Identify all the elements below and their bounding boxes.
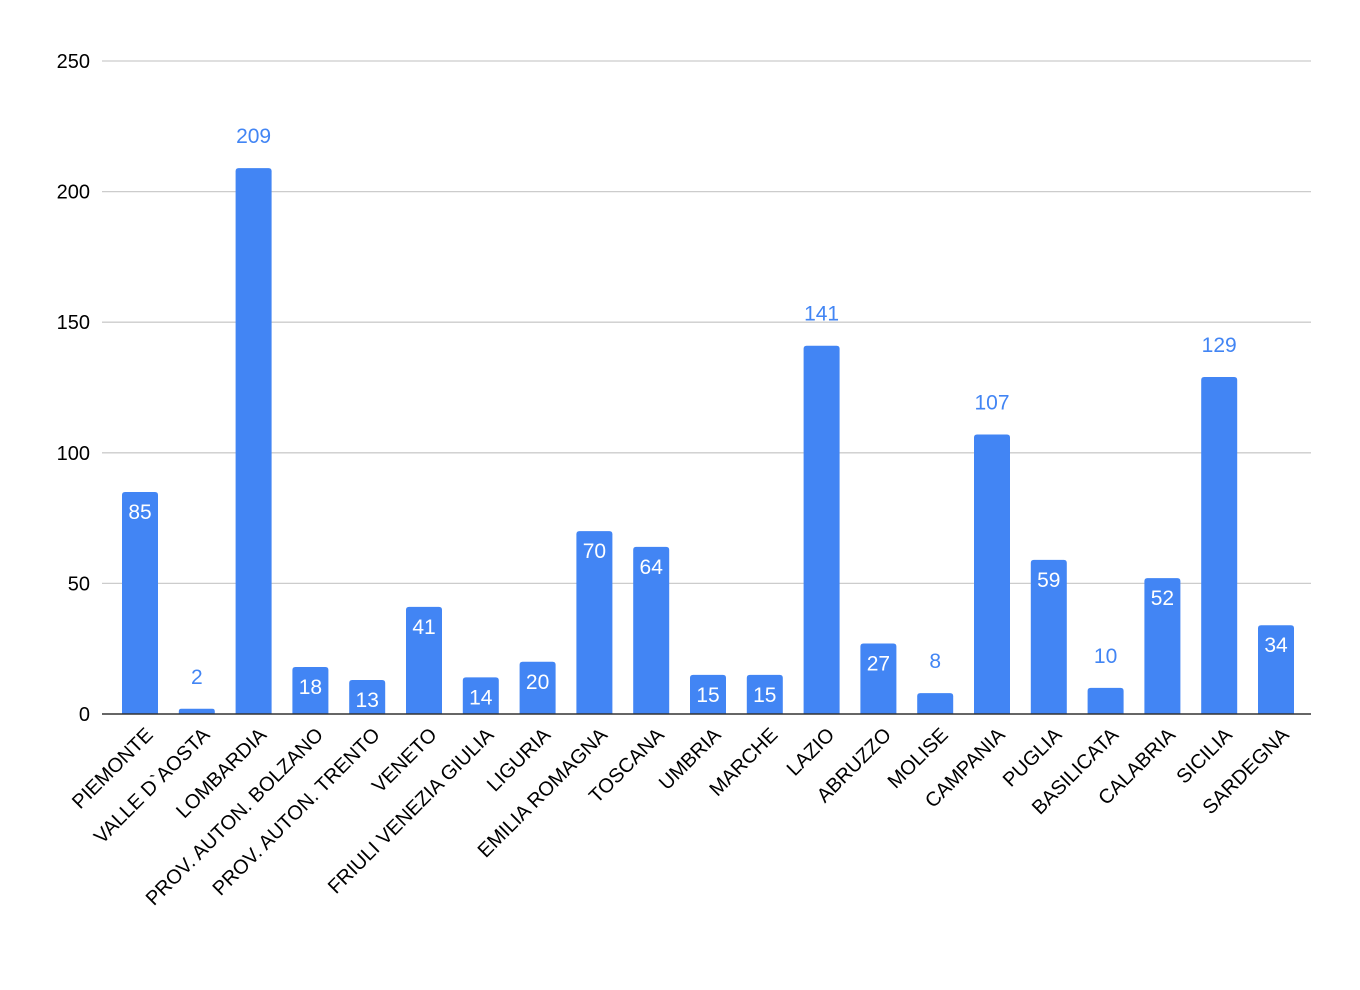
data-label: 8	[929, 650, 941, 673]
data-label: 14	[469, 686, 493, 709]
bar	[122, 491, 158, 714]
bar	[576, 531, 613, 714]
data-label: 85	[128, 501, 151, 524]
bar	[860, 643, 897, 714]
data-label: 10	[1094, 645, 1117, 668]
bar	[1087, 687, 1124, 714]
bar	[1030, 559, 1067, 714]
data-label: 34	[1264, 634, 1288, 657]
bar	[292, 666, 329, 714]
y-tick-label: 50	[68, 573, 90, 595]
y-tick-label: 100	[57, 443, 90, 465]
y-tick-label: 250	[57, 51, 90, 73]
data-label: 107	[974, 392, 1009, 415]
bar	[1258, 625, 1294, 714]
data-label: 15	[753, 684, 776, 707]
bar	[1201, 377, 1238, 714]
bar	[746, 674, 783, 714]
gridlines	[102, 60, 1311, 585]
bar	[633, 546, 670, 714]
bar	[917, 693, 954, 714]
bar	[803, 345, 840, 714]
bar	[519, 661, 556, 714]
bar	[406, 606, 442, 714]
data-label: 41	[412, 616, 435, 639]
data-label: 13	[356, 689, 379, 712]
data-label: 64	[640, 556, 664, 579]
bar	[235, 168, 272, 715]
y-tick-label: 0	[79, 704, 90, 726]
bars	[122, 168, 1294, 715]
bar	[178, 708, 215, 714]
data-label: 59	[1037, 569, 1060, 592]
data-label: 209	[236, 125, 271, 148]
bar	[462, 677, 499, 714]
data-label: 52	[1151, 587, 1174, 610]
bar	[349, 680, 386, 714]
bar	[974, 434, 1010, 714]
data-label: 18	[299, 676, 322, 699]
data-label: 141	[804, 303, 839, 326]
data-label: 27	[867, 652, 890, 675]
bar	[1144, 578, 1181, 714]
x-tick-label: LAZIO	[783, 724, 839, 780]
data-label: 15	[696, 684, 719, 707]
y-tick-label: 200	[57, 182, 90, 204]
bar	[690, 674, 726, 714]
data-labels: 85 2 209 18 13 41 14 20 70 64 15 15 141 27 8 107 59 10 52 1…	[128, 125, 1288, 712]
y-axis-ticks: 0 50 100 150 200 250	[57, 51, 90, 726]
data-label: 70	[583, 540, 606, 563]
data-label: 129	[1202, 334, 1237, 357]
data-label: 20	[526, 671, 549, 694]
y-tick-label: 150	[57, 312, 90, 334]
data-label: 2	[191, 666, 203, 689]
